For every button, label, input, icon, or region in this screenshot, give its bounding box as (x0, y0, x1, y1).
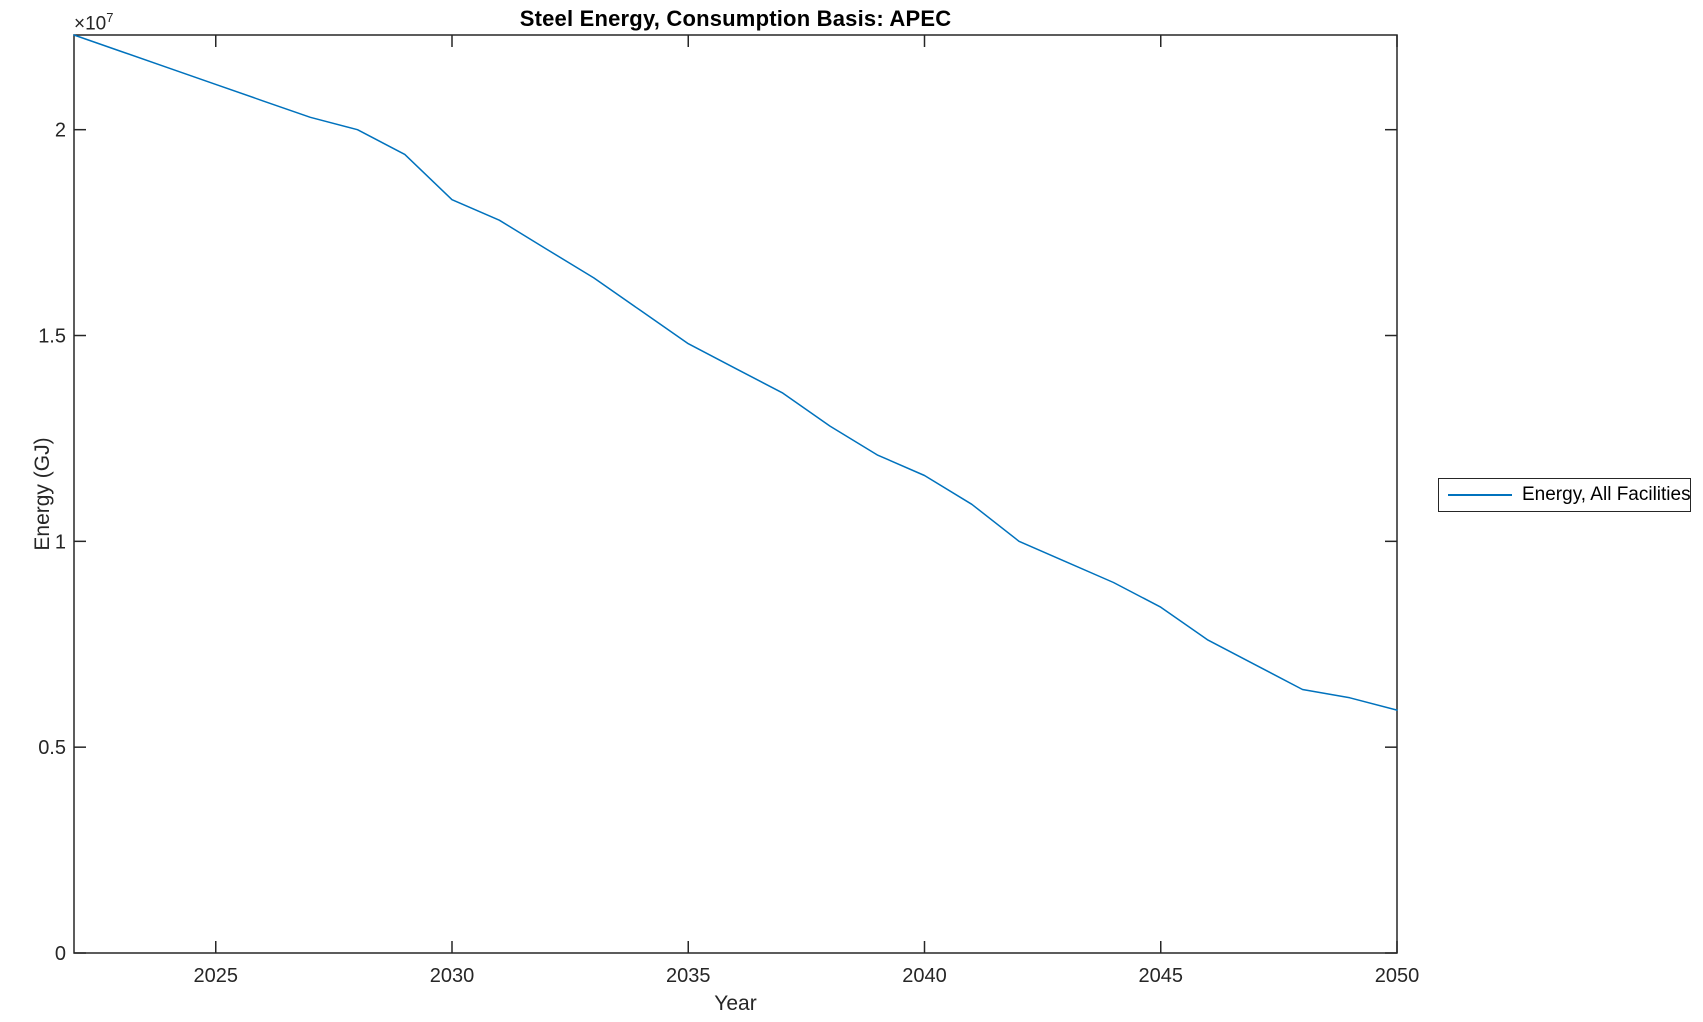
series-line-energy-all-facilities (73, 34, 1398, 711)
y-axis-exponent: ×107 (74, 10, 113, 35)
legend-line-sample (1448, 494, 1512, 496)
y-axis-label: Energy (GJ) (31, 437, 54, 551)
plot-box (73, 34, 1398, 954)
y-tick-label: 2 (55, 120, 66, 142)
chart-title: Steel Energy, Consumption Basis: APEC (519, 6, 952, 31)
legend-item-label: Energy, All Facilities (1522, 484, 1691, 505)
y-axis-exponent-power: 7 (106, 10, 114, 25)
y-tick-label: 1.5 (38, 326, 66, 348)
x-tick-label: 2030 (430, 965, 475, 987)
y-tick-label: 1 (55, 531, 66, 553)
y-tick-label: 0.5 (38, 737, 66, 759)
y-axis-exponent-base: ×10 (74, 13, 107, 35)
x-axis-label: Year (714, 992, 757, 1015)
x-tick-label: 2050 (1375, 965, 1420, 987)
x-tick-label: 2040 (902, 965, 947, 987)
x-tick-label: 2035 (666, 965, 711, 987)
legend: Energy, All Facilities (1438, 478, 1691, 512)
x-tick-label: 2025 (194, 965, 239, 987)
y-tick-label: 0 (55, 943, 66, 965)
x-tick-label: 2045 (1139, 965, 1184, 987)
